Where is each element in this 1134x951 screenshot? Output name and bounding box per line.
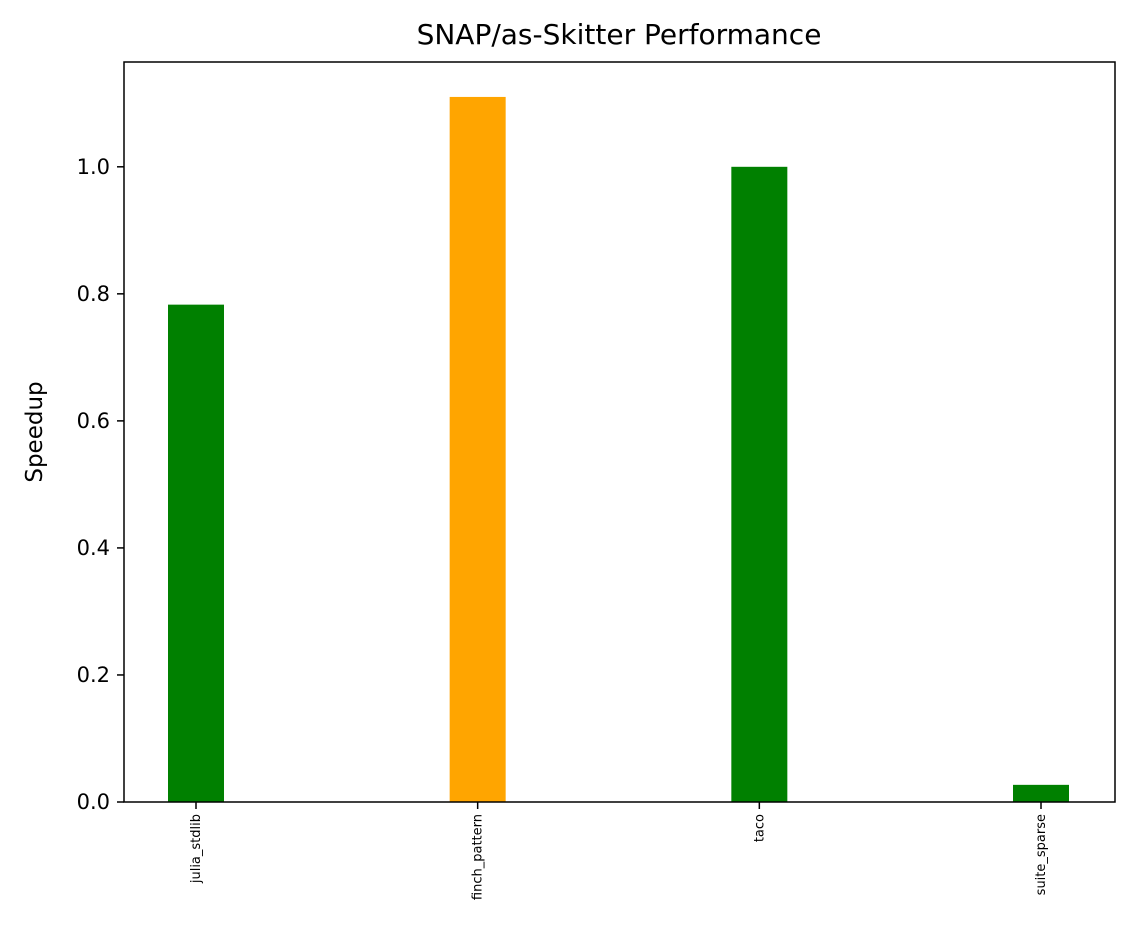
y-tick-label: 0.4 (77, 536, 110, 560)
y-tick-label: 0.8 (77, 282, 110, 306)
x-tick-label: taco (752, 814, 767, 842)
x-tick-label: julia_stdlib (189, 814, 204, 884)
bar-suite-sparse (1013, 784, 1069, 802)
y-tick-label: 0.2 (77, 663, 110, 687)
bar-julia-stdlib (168, 304, 224, 802)
x-axis-ticks: julia_stdlib finch_pattern taco suite_spars… (189, 802, 1049, 900)
plot-area-frame (123, 61, 1116, 803)
bar-taco (731, 166, 788, 802)
y-tick-label: 0.6 (77, 409, 110, 433)
bar-finch-pattern (449, 96, 506, 803)
chart-title: SNAP/as-Skitter Performance (417, 18, 822, 51)
y-tick-label: 0.0 (77, 790, 110, 814)
y-tick-label: 1.0 (77, 155, 110, 179)
y-axis-label: Speedup (22, 381, 48, 482)
bars-group (168, 96, 1069, 803)
x-tick-label: finch_pattern (471, 814, 486, 900)
y-axis-ticks: 0.0 0.2 0.4 0.6 0.8 1.0 (77, 155, 124, 814)
x-tick-label: suite_sparse (1034, 814, 1049, 895)
